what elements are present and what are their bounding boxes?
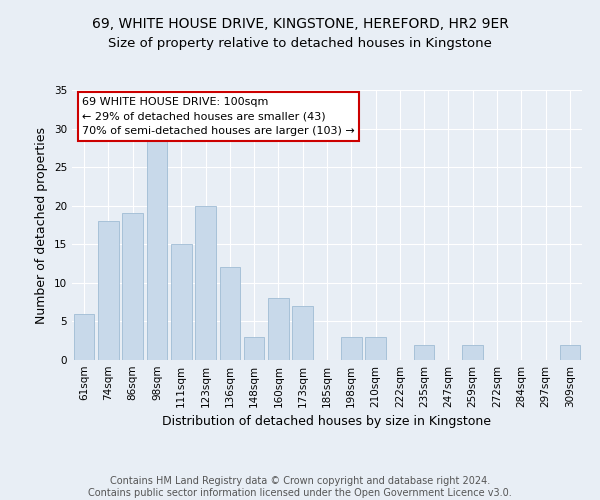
Bar — [365, 337, 386, 360]
Bar — [74, 314, 94, 360]
X-axis label: Distribution of detached houses by size in Kingstone: Distribution of detached houses by size … — [163, 416, 491, 428]
Bar — [244, 337, 265, 360]
Bar — [268, 298, 289, 360]
Bar — [146, 136, 167, 360]
Bar — [414, 344, 434, 360]
Bar — [122, 214, 143, 360]
Text: 69, WHITE HOUSE DRIVE, KINGSTONE, HEREFORD, HR2 9ER: 69, WHITE HOUSE DRIVE, KINGSTONE, HEREFO… — [92, 18, 508, 32]
Text: 69 WHITE HOUSE DRIVE: 100sqm
← 29% of detached houses are smaller (43)
70% of se: 69 WHITE HOUSE DRIVE: 100sqm ← 29% of de… — [82, 97, 355, 136]
Bar — [463, 344, 483, 360]
Bar — [220, 268, 240, 360]
Bar — [341, 337, 362, 360]
Text: Contains HM Land Registry data © Crown copyright and database right 2024.
Contai: Contains HM Land Registry data © Crown c… — [88, 476, 512, 498]
Y-axis label: Number of detached properties: Number of detached properties — [35, 126, 49, 324]
Bar — [195, 206, 216, 360]
Bar — [171, 244, 191, 360]
Bar — [560, 344, 580, 360]
Text: Size of property relative to detached houses in Kingstone: Size of property relative to detached ho… — [108, 38, 492, 51]
Bar — [98, 221, 119, 360]
Bar — [292, 306, 313, 360]
